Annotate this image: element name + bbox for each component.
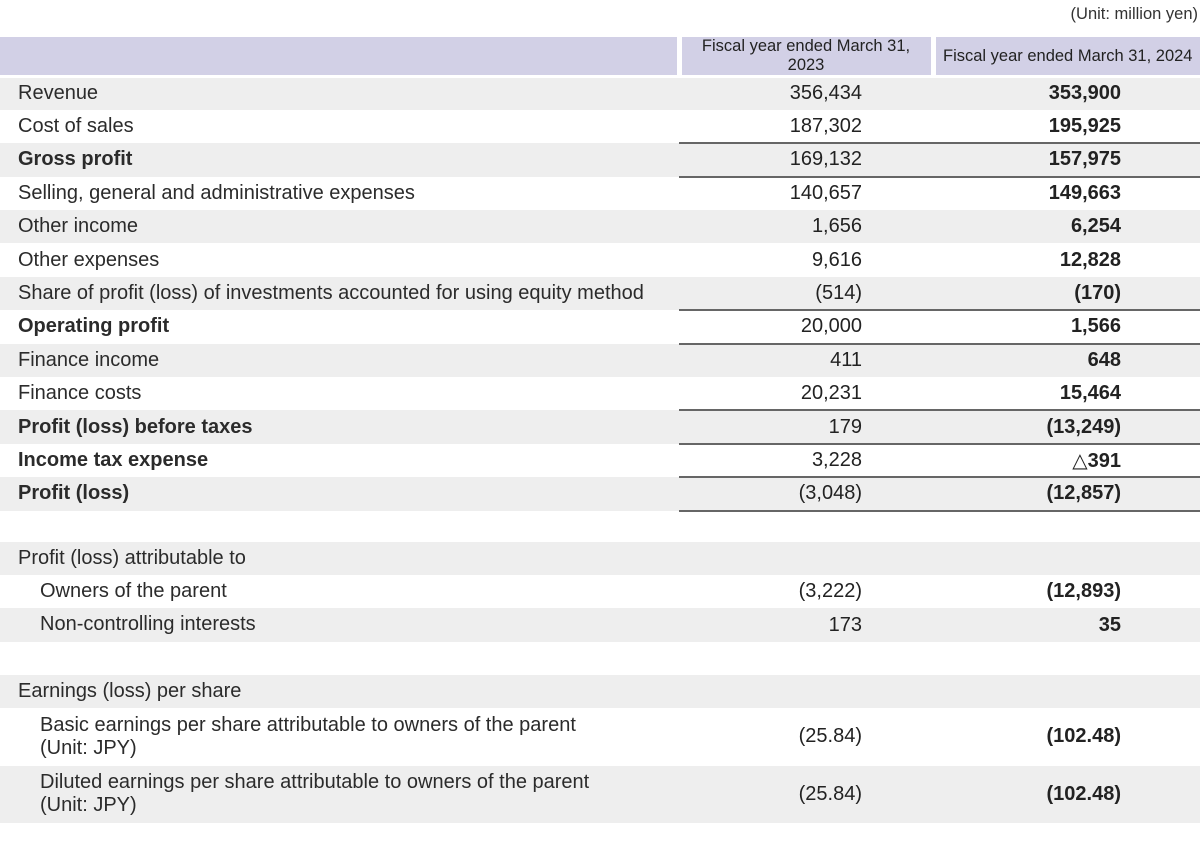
row-gross-profit: Gross profit 169,132 157,975: [0, 142, 1200, 178]
spacer-row: [0, 642, 1200, 675]
row-value-fy2023: 187,302: [789, 114, 862, 137]
row-value-fy2023: (514): [679, 276, 933, 311]
row-value-fy2023: 179: [679, 409, 933, 445]
spacer-row: [0, 511, 1200, 542]
row-value-fy2023: (3,048): [679, 477, 933, 512]
row-sga-expenses: Selling, general and administrative expe…: [0, 177, 1200, 210]
row-label: Other income: [0, 210, 679, 244]
row-profit-loss: Profit (loss) (3,048) (12,857): [0, 477, 1200, 512]
row-value-fy2023: (3,222): [798, 580, 862, 603]
unit-note: (Unit: million yen): [1070, 5, 1198, 23]
row-cost-of-sales: Cost of sales 187,302 195,925: [0, 110, 1200, 143]
row-value-fy2023: [679, 541, 933, 575]
row-basic-eps: Basic earnings per share attributable to…: [0, 708, 1200, 766]
row-value-fy2024: (12,893): [1046, 580, 1122, 603]
row-value-fy2023: 20,231: [800, 381, 862, 404]
row-value-fy2024: (170): [933, 276, 1200, 311]
row-value-fy2024: 157,975: [933, 142, 1200, 178]
row-label: Profit (loss) before taxes: [0, 410, 679, 444]
row-label: Income tax expense: [18, 448, 209, 471]
row-value-fy2024: (13,249): [933, 409, 1200, 445]
row-label: Cost of sales: [18, 114, 134, 137]
row-value-fy2024: 353,900: [933, 76, 1200, 110]
row-value-fy2024: 6,254: [933, 210, 1200, 244]
row-finance-costs: Finance costs 20,231 15,464: [0, 377, 1200, 410]
row-value-fy2024: 35: [933, 608, 1200, 642]
row-label: Finance income: [0, 343, 679, 378]
row-revenue: Revenue 356,434 353,900: [0, 76, 1200, 110]
row-earnings-per-share: Earnings (loss) per share: [0, 674, 1200, 709]
row-value-fy2024: (102.48): [1046, 725, 1122, 748]
row-value-fy2023: 411: [679, 343, 933, 378]
row-value-fy2024: 648: [933, 343, 1200, 378]
row-value-fy2023: 356,434: [679, 76, 933, 110]
row-label: Revenue: [0, 76, 679, 110]
row-value-fy2024: [933, 674, 1200, 709]
row-value-fy2024: [933, 642, 1200, 675]
row-value-fy2023: (25.84): [679, 765, 933, 824]
row-value-fy2024: 12,828: [1059, 248, 1121, 271]
row-other-expenses: Other expenses 9,616 12,828: [0, 243, 1200, 276]
row-label: Gross profit: [0, 143, 679, 177]
row-label: Profit (loss): [0, 477, 679, 511]
row-label: Other expenses: [18, 248, 160, 271]
row-label: Finance costs: [18, 382, 142, 405]
row-share-of-profit-equity-method: Share of profit (loss) of investments ac…: [0, 276, 1200, 311]
row-finance-income: Finance income 411 648: [0, 343, 1200, 378]
row-label: Earnings (loss) per share: [0, 674, 679, 709]
row-value-fy2023: 3,228: [679, 443, 933, 479]
row-value-fy2024: [933, 511, 1200, 542]
row-label: Non-controlling interests: [0, 608, 679, 642]
header-fy2023: Fiscal year ended March 31, 2023: [676, 37, 933, 78]
row-value-fy2023: 20,000: [679, 309, 933, 345]
row-value-fy2023: [679, 674, 933, 709]
row-value-fy2024: (102.48): [933, 765, 1200, 824]
row-value-fy2024: 1,566: [933, 309, 1200, 345]
row-owners-of-parent: Owners of the parent (3,222) (12,893): [0, 575, 1200, 608]
row-value-fy2023: 169,132: [679, 142, 933, 178]
header-fy2024: Fiscal year ended March 31, 2024: [930, 37, 1200, 78]
row-label: Share of profit (loss) of investments ac…: [0, 276, 679, 311]
row-label: Operating profit: [18, 315, 170, 338]
row-label: Diluted earnings per share attributable …: [0, 765, 679, 824]
row-label: Selling, general and administrative expe…: [18, 181, 415, 204]
row-value-fy2023: (25.84): [798, 725, 862, 748]
header-label-column: [0, 37, 679, 78]
row-other-income: Other income 1,656 6,254: [0, 210, 1200, 244]
row-value-fy2024: [933, 541, 1200, 575]
row-profit-attributable-to: Profit (loss) attributable to: [0, 541, 1200, 575]
row-value-fy2023: 9,616: [811, 248, 862, 271]
row-value-fy2024: 15,464: [1059, 381, 1121, 404]
row-value-fy2023: 173: [679, 608, 933, 642]
row-value-fy2023: [679, 511, 933, 542]
row-value-fy2024: (12,857): [933, 477, 1200, 512]
row-profit-before-taxes: Profit (loss) before taxes 179 (13,249): [0, 409, 1200, 445]
row-operating-profit: Operating profit 20,000 1,566: [0, 309, 1200, 345]
row-label: Basic earnings per share attributable to…: [40, 713, 576, 759]
table-header-row: Fiscal year ended March 31, 2023 Fiscal …: [0, 37, 1200, 78]
income-statement-table: Fiscal year ended March 31, 2023 Fiscal …: [0, 37, 1200, 824]
row-value-fy2023: 1,656: [679, 210, 933, 244]
row-value-fy2023: [679, 642, 933, 675]
row-income-tax-expense: Income tax expense 3,228 △391: [0, 443, 1200, 479]
row-label: Profit (loss) attributable to: [0, 541, 679, 575]
row-value-fy2024: 149,663: [1048, 182, 1121, 205]
row-non-controlling-interests: Non-controlling interests 173 35: [0, 608, 1200, 642]
row-label: [0, 511, 679, 542]
row-label: Owners of the parent: [40, 580, 227, 603]
row-value-fy2024: 195,925: [1048, 114, 1121, 137]
row-diluted-eps: Diluted earnings per share attributable …: [0, 765, 1200, 824]
row-value-fy2023: 140,657: [789, 182, 862, 205]
row-label: [0, 642, 679, 675]
row-value-fy2024: △391: [933, 443, 1200, 479]
